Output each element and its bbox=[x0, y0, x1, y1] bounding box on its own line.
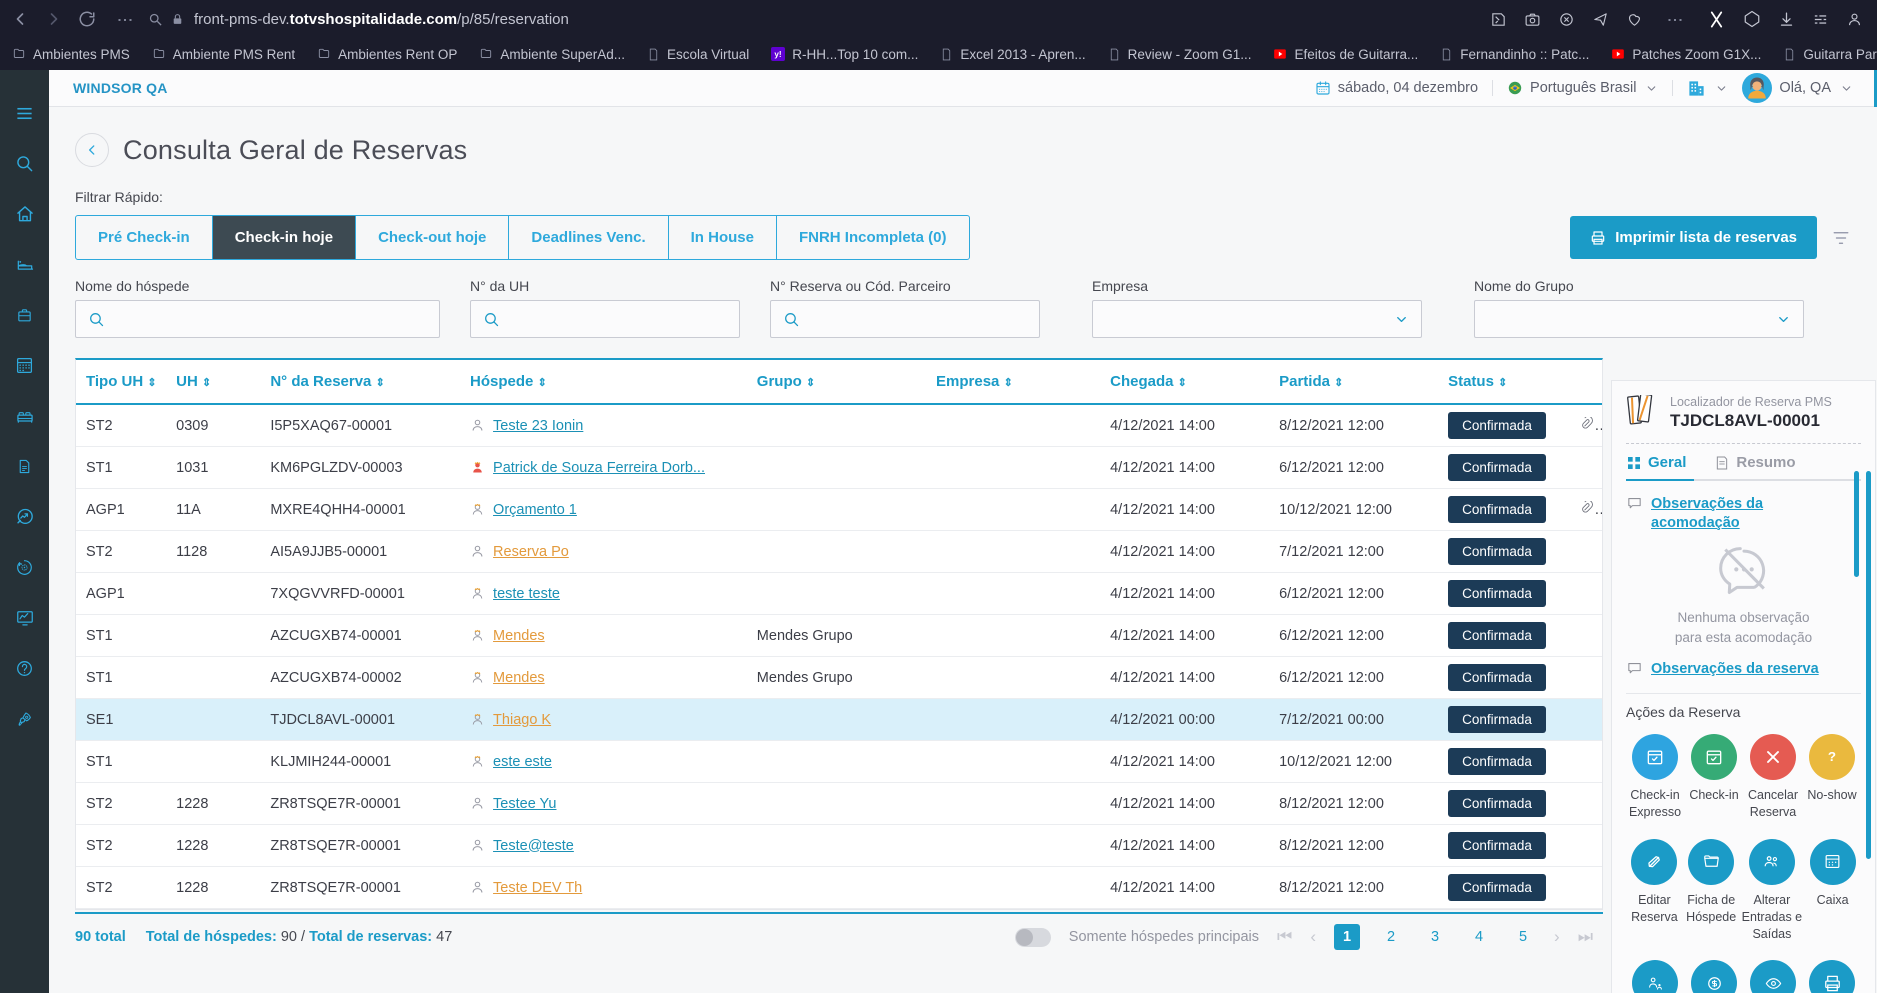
svg-text:?: ? bbox=[1828, 749, 1836, 764]
svg-text:y!: y! bbox=[775, 50, 782, 59]
